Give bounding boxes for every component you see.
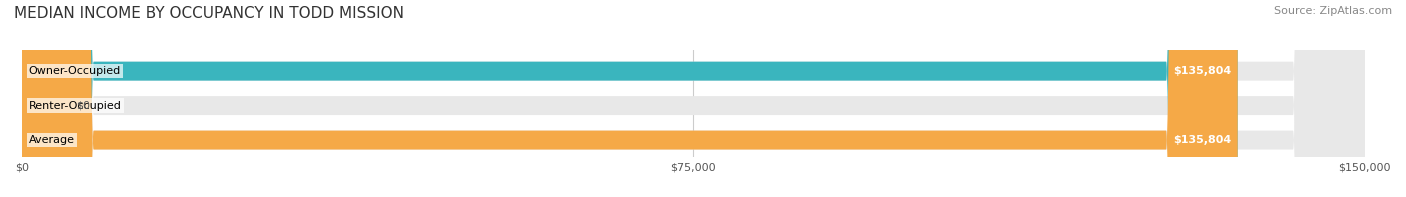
FancyBboxPatch shape <box>22 0 1237 197</box>
FancyBboxPatch shape <box>22 0 1237 197</box>
FancyBboxPatch shape <box>22 0 56 197</box>
FancyBboxPatch shape <box>22 0 1365 197</box>
Text: Renter-Occupied: Renter-Occupied <box>28 101 121 111</box>
FancyBboxPatch shape <box>22 0 1365 197</box>
Text: MEDIAN INCOME BY OCCUPANCY IN TODD MISSION: MEDIAN INCOME BY OCCUPANCY IN TODD MISSI… <box>14 6 404 21</box>
FancyBboxPatch shape <box>22 0 1365 197</box>
Text: Average: Average <box>28 135 75 145</box>
Text: Source: ZipAtlas.com: Source: ZipAtlas.com <box>1274 6 1392 16</box>
Text: $0: $0 <box>76 101 90 111</box>
Text: $135,804: $135,804 <box>1173 66 1232 76</box>
Text: Owner-Occupied: Owner-Occupied <box>28 66 121 76</box>
Text: $135,804: $135,804 <box>1173 135 1232 145</box>
